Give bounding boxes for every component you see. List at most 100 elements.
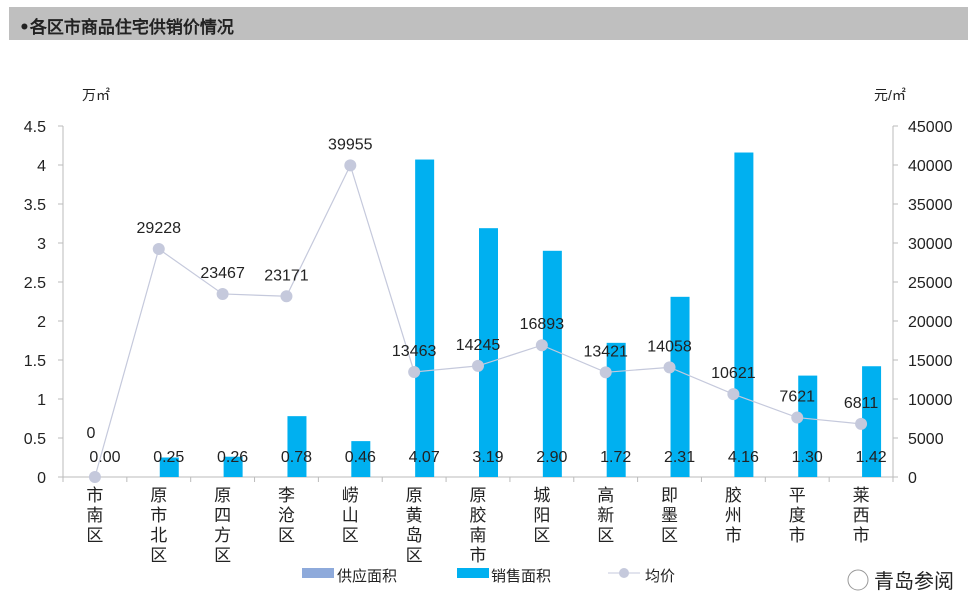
legend-label-sales: 销售面积 (491, 568, 551, 585)
category-label: 北 (150, 526, 167, 545)
price-data-label: 6811 (844, 395, 879, 412)
category-label: 高 (597, 486, 614, 505)
price-point (408, 365, 421, 378)
price-data-label: 0 (86, 425, 95, 442)
price-point (791, 411, 804, 424)
sales-data-label: 0.46 (345, 449, 376, 466)
sales-bar (798, 375, 818, 477)
category-label: 平 (789, 486, 806, 505)
category-label: 原 (214, 486, 231, 505)
category-label: 南 (470, 526, 487, 545)
category-label: 李 (278, 486, 295, 505)
price-point (216, 287, 229, 300)
left-tick-label: 0.5 (24, 431, 46, 448)
left-tick-label: 4.5 (24, 119, 46, 136)
category-label: 区 (214, 546, 231, 565)
right-tick-label: 35000 (908, 197, 953, 214)
left-tick-label: 1.5 (24, 353, 46, 370)
right-tick-label: 25000 (908, 275, 953, 292)
left-tick-label: 0 (37, 470, 46, 487)
left-tick-label: 3.5 (24, 197, 46, 214)
sales-bar (734, 152, 754, 477)
sales-data-label: 3.19 (472, 449, 503, 466)
price-point (344, 159, 357, 172)
left-tick-label: 2.5 (24, 275, 46, 292)
sales-data-label: 0.26 (217, 449, 248, 466)
sales-bar (287, 416, 307, 477)
category-label: 山 (342, 506, 359, 525)
price-point (535, 339, 548, 352)
right-tick-label: 20000 (908, 314, 953, 331)
left-tick-label: 2 (37, 314, 46, 331)
price-data-label: 14058 (647, 338, 692, 355)
sales-bar (670, 296, 690, 477)
category-label: 区 (86, 526, 103, 545)
category-label: 区 (278, 526, 295, 545)
category-label: 区 (342, 526, 359, 545)
sales-data-label: 1.72 (600, 449, 631, 466)
right-tick-label: 15000 (908, 353, 953, 370)
category-label: 原 (406, 486, 423, 505)
right-tick-label: 30000 (908, 236, 953, 253)
price-data-label: 23171 (264, 267, 309, 284)
category-label: 胶 (725, 486, 742, 505)
category-label: 阳 (533, 506, 550, 525)
right-tick-label: 40000 (908, 158, 953, 175)
sales-data-label: 1.30 (792, 449, 823, 466)
price-data-label: 29228 (137, 220, 182, 237)
left-axis-unit: 万㎡ (82, 87, 110, 103)
price-data-label: 23467 (200, 265, 245, 282)
sales-bar (415, 159, 435, 478)
category-label: 胶 (470, 506, 487, 525)
sales-bar (542, 250, 562, 477)
price-data-label: 16893 (520, 316, 565, 333)
right-tick-label: 5000 (908, 431, 944, 448)
legend-label-price: 均价 (645, 568, 675, 585)
brand-label: 青岛参阅 (874, 570, 954, 593)
sales-data-label: 0.00 (89, 449, 120, 466)
sales-data-label: 4.16 (728, 449, 759, 466)
category-label: 市 (853, 526, 870, 545)
category-label: 岛 (406, 526, 423, 545)
sales-data-label: 0.25 (153, 449, 184, 466)
sales-data-label: 4.07 (409, 449, 440, 466)
legend-swatch-sales (457, 568, 489, 578)
category-label: 崂 (342, 486, 359, 505)
category-label: 方 (214, 526, 231, 545)
sales-bar (606, 342, 626, 477)
category-label: 莱 (853, 486, 870, 505)
right-axis-unit: 元/㎡ (874, 87, 906, 103)
category-label: 市 (470, 546, 487, 565)
sales-data-label: 0.78 (281, 449, 312, 466)
category-label: 原 (150, 486, 167, 505)
legend-swatch-supply (302, 568, 334, 578)
category-label: 区 (661, 526, 678, 545)
category-label: 沧 (278, 506, 295, 525)
right-tick-label: 45000 (908, 119, 953, 136)
sales-data-label: 2.90 (536, 449, 567, 466)
category-label: 四 (214, 506, 231, 525)
left-tick-label: 1 (37, 392, 46, 409)
legend-marker-price (619, 568, 629, 578)
price-point (88, 471, 101, 483)
category-label: 市 (86, 486, 103, 505)
sales-data-label: 1.42 (856, 449, 887, 466)
sales-bar (159, 457, 179, 477)
right-tick-label: 10000 (908, 392, 953, 409)
sales-bar (223, 456, 243, 477)
right-tick-label: 0 (908, 470, 917, 487)
category-label: 南 (86, 506, 103, 525)
price-point (663, 361, 676, 374)
price-data-label: 13421 (583, 343, 628, 360)
price-point (280, 290, 293, 303)
price-data-label: 39955 (328, 136, 373, 153)
price-point (152, 243, 165, 256)
category-label: 原 (470, 486, 487, 505)
price-data-label: 7621 (779, 389, 815, 406)
category-label: 区 (597, 526, 614, 545)
price-data-label: 14245 (456, 337, 501, 354)
left-tick-label: 3 (37, 236, 46, 253)
category-label: 区 (150, 546, 167, 565)
sales-bar (479, 228, 498, 477)
